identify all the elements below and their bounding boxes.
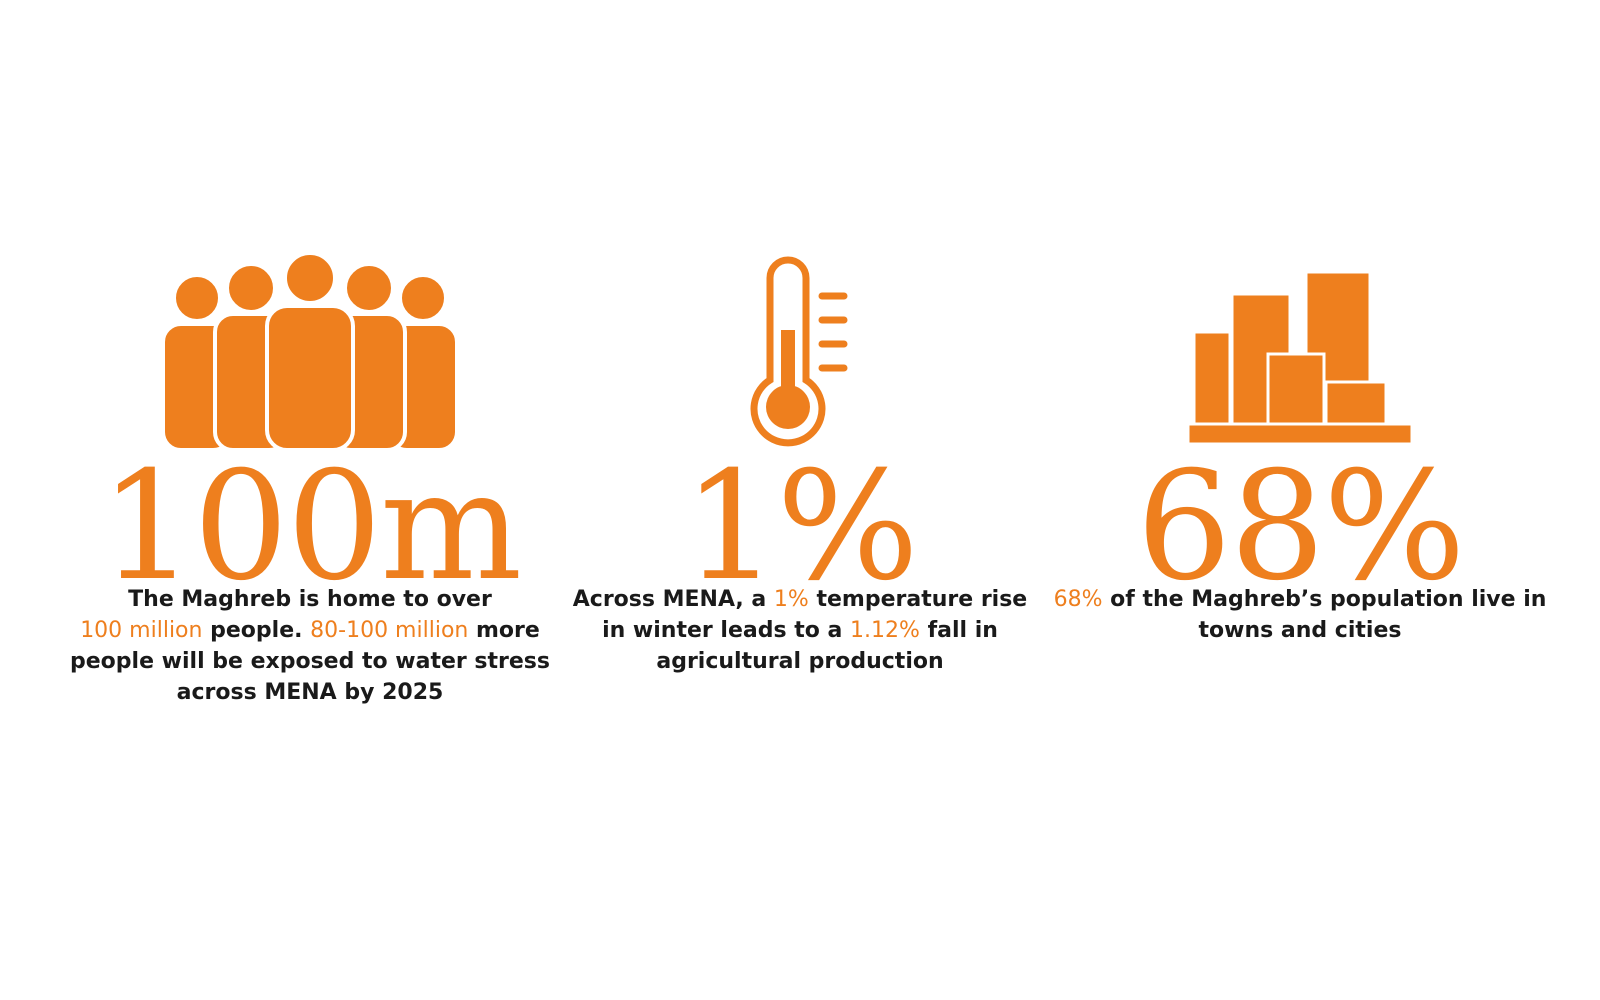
desc-text: temperature rise in winter leads to a [602,587,1028,643]
stat-population: 100m The Maghreb is home to over 100 mil… [40,250,580,708]
city-buildings-icon [1186,270,1414,446]
desc-text: more people will be exposed to water str… [70,618,550,705]
stat-temperature: 1% Across MENA, a 1% temperature rise in… [560,250,1040,677]
thermometer-icon [750,256,848,447]
desc-text: fall in agricultural production [656,618,998,674]
desc-text: The Maghreb is home to over [128,587,492,612]
desc-highlight: 100 million [80,618,203,643]
desc-highlight: 68% [1053,587,1103,612]
people-group-icon [161,251,459,450]
stat-value: 100m [99,440,523,614]
stat-description: The Maghreb is home to over 100 million … [40,584,580,708]
stat-description: Across MENA, a 1% temperature rise in wi… [560,584,1040,677]
desc-highlight: 80-100 million [310,618,469,643]
stat-description: 68% of the Maghreb’s population live in … [1030,584,1570,646]
desc-highlight: 1% [773,587,809,612]
stat-value: 68% [1136,440,1465,614]
desc-text: Across MENA, a [572,587,774,612]
stat-value: 1% [683,440,919,614]
stat-urbanisation: 68% 68% of the Maghreb’s population live… [1030,250,1570,646]
desc-highlight: 1.12% [850,618,920,643]
desc-text: people. [202,618,311,643]
desc-text: of the Maghreb’s population live in town… [1102,587,1547,643]
